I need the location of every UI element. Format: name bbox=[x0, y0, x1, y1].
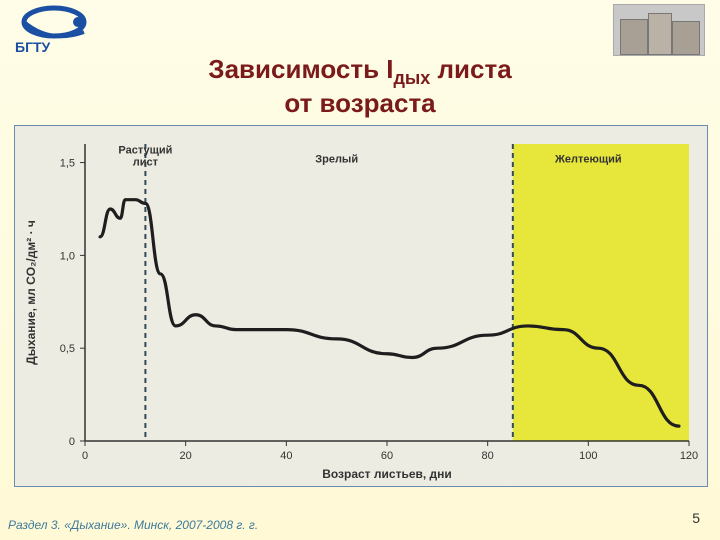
svg-text:120: 120 bbox=[680, 450, 698, 462]
footer-text: Раздел 3. «Дыхание». Минск, 2007-2008 г.… bbox=[8, 518, 258, 532]
svg-text:0,5: 0,5 bbox=[60, 343, 75, 355]
logo-text: БГТУ bbox=[15, 39, 51, 54]
slide-title: Зависимость Iдых листа от возраста bbox=[0, 55, 720, 119]
logo-right-building bbox=[613, 4, 705, 56]
svg-text:Зрелый: Зрелый bbox=[315, 154, 358, 166]
svg-text:Дыхание, мл CO₂/дм² · ч: Дыхание, мл CO₂/дм² · ч bbox=[24, 220, 38, 365]
svg-text:40: 40 bbox=[280, 450, 292, 462]
title-part1: Зависимость I bbox=[208, 54, 393, 84]
svg-text:лист: лист bbox=[133, 156, 159, 168]
svg-text:1,0: 1,0 bbox=[60, 250, 75, 262]
title-line2: от возраста bbox=[284, 88, 435, 118]
svg-text:Возраст листьев, дни: Возраст листьев, дни bbox=[322, 467, 452, 481]
svg-text:80: 80 bbox=[482, 450, 494, 462]
svg-text:20: 20 bbox=[180, 450, 192, 462]
title-part1b: листа bbox=[430, 54, 511, 84]
respiration-chart: 0 20 40 60 80 100 120 0 0,5 1,0 1,5 Возраст листьев… bbox=[15, 126, 707, 486]
svg-text:1,5: 1,5 bbox=[60, 158, 75, 170]
svg-text:0: 0 bbox=[69, 436, 75, 448]
title-subscript: дых bbox=[394, 68, 431, 88]
logo-left: БГТУ bbox=[10, 4, 96, 54]
chart-frame: 0 20 40 60 80 100 120 0 0,5 1,0 1,5 Возраст листьев… bbox=[14, 125, 708, 487]
svg-text:100: 100 bbox=[579, 450, 597, 462]
svg-text:Растущий: Растущий bbox=[118, 144, 172, 156]
svg-text:60: 60 bbox=[381, 450, 393, 462]
page-number: 5 bbox=[692, 510, 700, 526]
svg-text:0: 0 bbox=[82, 450, 88, 462]
svg-text:Желтеющий: Желтеющий bbox=[554, 154, 622, 166]
